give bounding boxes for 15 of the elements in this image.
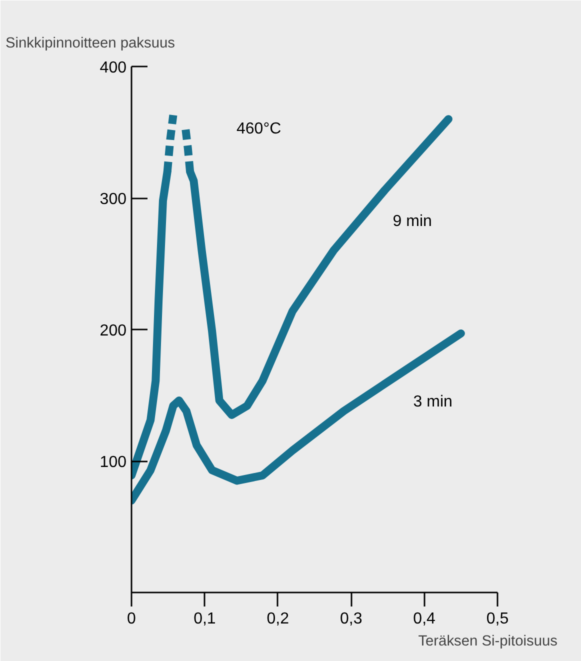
y-axis-title: Sinkkipinnoitteen paksuus	[6, 36, 175, 52]
x-tick-label: 0,5	[486, 610, 509, 628]
y-tick-label: 100	[100, 454, 127, 471]
y-tick-label: 400	[100, 60, 127, 76]
x-axis-title: Teräksen Si-pitoisuus	[418, 634, 558, 650]
annotation: 460°C	[236, 120, 282, 138]
series-label: 3 min	[413, 393, 452, 410]
x-tick-label: 0,3	[340, 610, 362, 628]
x-tick-label: 0,2	[266, 610, 290, 628]
x-tick-label: 0	[127, 610, 136, 628]
x-tick-label: 0,1	[194, 610, 216, 628]
y-tick-label: 200	[100, 322, 127, 340]
y-tick-label: 300	[100, 191, 127, 208]
x-tick-label: 0,4	[413, 610, 436, 628]
series-label: 9 min	[392, 213, 432, 230]
